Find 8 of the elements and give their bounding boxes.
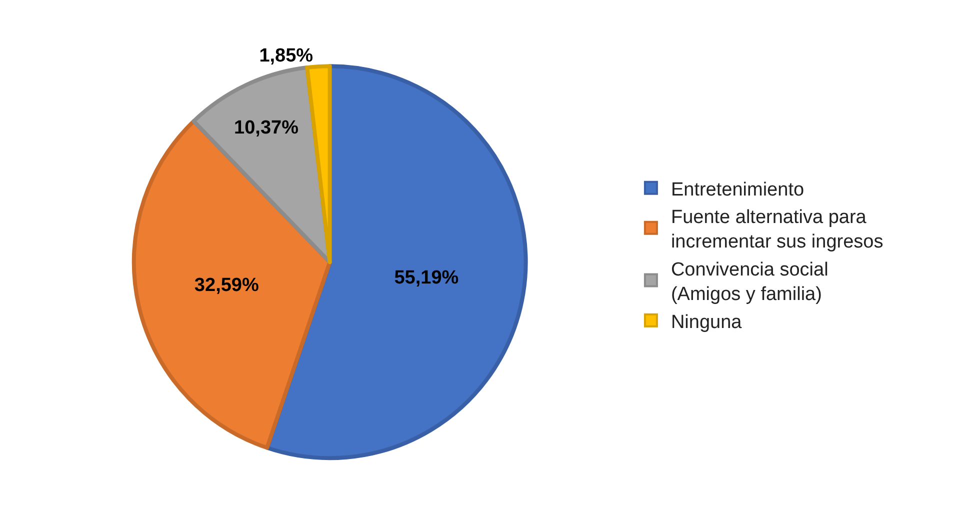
data-label: 10,37% bbox=[234, 117, 299, 138]
data-label: 32,59% bbox=[194, 274, 259, 296]
data-label: 55,19% bbox=[394, 268, 459, 289]
legend-label: Fuente alternativa para incrementar sus ingresos bbox=[670, 206, 884, 253]
data-label: 1,85% bbox=[259, 46, 314, 67]
legend-label: Convivencia social (Amigos y familia) bbox=[670, 259, 828, 306]
legend-label: Entretenimiento bbox=[670, 179, 804, 200]
legend-label: Ninguna bbox=[670, 312, 742, 333]
